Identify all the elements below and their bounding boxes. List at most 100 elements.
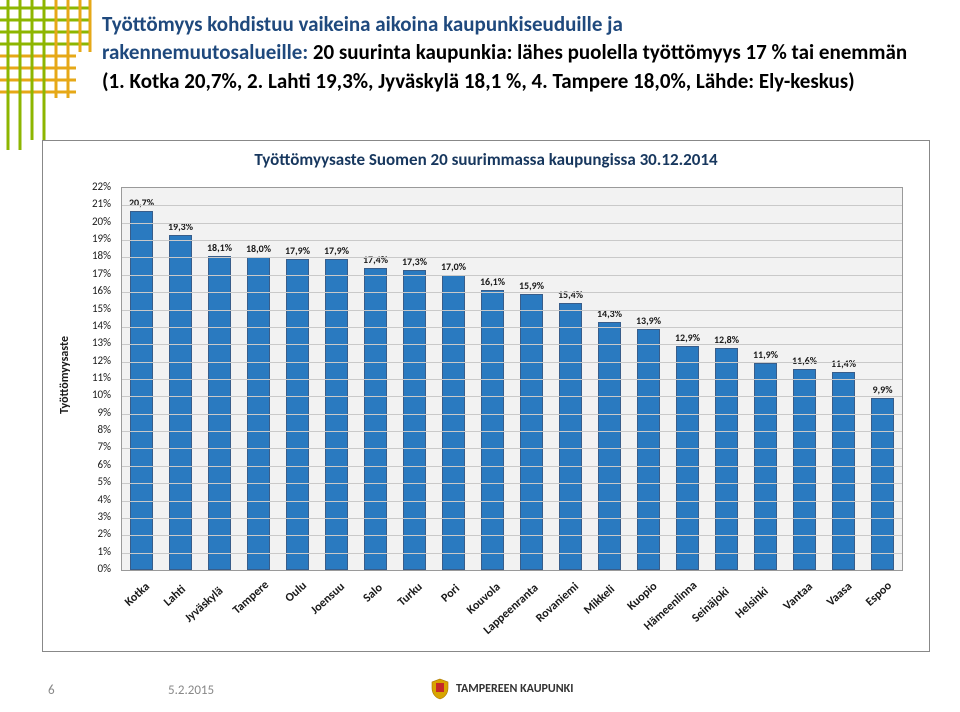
grid-line xyxy=(122,466,902,467)
chart-plot-area: 20,7%19,3%18,1%18,0%17,9%17,9%17,4%17,3%… xyxy=(121,187,903,571)
bar xyxy=(130,211,153,570)
grid-line xyxy=(122,223,902,224)
grid-line xyxy=(122,414,902,415)
y-tick-label: 13% xyxy=(92,336,111,349)
grid-line xyxy=(122,205,902,206)
bar-value-label: 11,9% xyxy=(753,348,778,361)
y-tick-label: 11% xyxy=(92,371,111,384)
footer-date: 5.2.2015 xyxy=(168,683,214,698)
chart-panel: Työttömyysaste Suomen 20 suurimmassa kau… xyxy=(42,140,930,652)
bar-value-label: 20,7% xyxy=(129,196,154,209)
y-tick-label: 5% xyxy=(98,475,111,488)
y-tick-label: 4% xyxy=(98,492,111,505)
x-tick-label: Lahti xyxy=(161,599,170,609)
bar-value-label: 18,1% xyxy=(207,241,232,254)
grid-line xyxy=(122,362,902,363)
footer-brand: TAMPEREEN KAUPUNKI xyxy=(430,678,573,700)
bar-value-label: 9,9% xyxy=(872,383,892,396)
grid-line xyxy=(122,379,902,380)
x-tick-label: Turku xyxy=(395,599,404,609)
chart-title: Työttömyysaste Suomen 20 suurimmassa kau… xyxy=(43,149,929,170)
bar-value-label: 17,0% xyxy=(441,260,466,273)
x-tick-label: Espoo xyxy=(863,599,872,609)
y-tick-label: 21% xyxy=(92,197,111,210)
y-tick-label: 8% xyxy=(98,423,111,436)
y-tick-label: 16% xyxy=(92,284,111,297)
page-number: 6 xyxy=(48,683,55,698)
y-tick-label: 22% xyxy=(92,180,111,193)
bar xyxy=(832,372,855,570)
bar-value-label: 13,9% xyxy=(636,314,661,327)
bar-value-label: 17,9% xyxy=(324,244,349,257)
x-tick-label: Pori xyxy=(438,595,447,605)
grid-line xyxy=(122,240,902,241)
grid-line xyxy=(122,327,902,328)
grid-line xyxy=(122,344,902,345)
bar xyxy=(169,235,192,570)
grid-line xyxy=(122,396,902,397)
x-tick-label: Vantaa xyxy=(780,603,789,613)
x-tick-label: Kouvola xyxy=(464,607,473,617)
page-heading: Työttömyys kohdistuu vaikeina aikoina ka… xyxy=(102,10,922,95)
y-tick-label: 7% xyxy=(98,440,111,453)
y-tick-label: 9% xyxy=(98,406,111,419)
x-tick-label: Lappeenranta xyxy=(481,627,490,637)
x-tick-label: Mikkeli xyxy=(581,607,590,617)
grid-line xyxy=(122,518,902,519)
y-axis-label: Työttömyysaste xyxy=(58,336,72,414)
grid-line xyxy=(122,275,902,276)
y-tick-label: 20% xyxy=(92,215,111,228)
x-tick-label: Hämeenlinna xyxy=(641,623,650,633)
x-tick-label: Helsinki xyxy=(732,611,741,621)
x-tick-label: Jyväskylä xyxy=(182,615,191,625)
x-tick-label: Salo xyxy=(360,595,369,605)
bar-value-label: 17,4% xyxy=(363,253,388,266)
y-tick-label: 18% xyxy=(92,249,111,262)
x-tick-label: Vaasa xyxy=(824,599,833,609)
x-tick-label: Joensuu xyxy=(308,607,317,617)
grid-line xyxy=(122,501,902,502)
grid-line xyxy=(122,292,902,293)
bar-value-label: 16,1% xyxy=(480,275,505,288)
y-tick-label: 14% xyxy=(92,319,111,332)
bar xyxy=(715,348,738,570)
bar-value-label: 11,4% xyxy=(831,357,856,370)
x-tick-label: Kotka xyxy=(122,599,131,609)
x-tick-label: Oulu xyxy=(282,595,291,605)
heading-line1: Työttömyys kohdistuu vaikeina aikoina ka… xyxy=(102,10,922,38)
grid-line xyxy=(122,431,902,432)
grid-line xyxy=(122,310,902,311)
footer-brand-text: TAMPEREEN KAUPUNKI xyxy=(456,682,573,696)
y-tick-label: 3% xyxy=(98,510,111,523)
bar-value-label: 12,9% xyxy=(675,331,700,344)
x-tick-label: Kuopio xyxy=(624,603,633,613)
grid-line xyxy=(122,535,902,536)
y-tick-label: 17% xyxy=(92,267,111,280)
y-tick-label: 1% xyxy=(98,544,111,557)
bar xyxy=(403,270,426,570)
x-tick-label: Rovaniemi xyxy=(533,615,542,625)
y-tick-label: 10% xyxy=(92,388,111,401)
bar xyxy=(559,303,582,570)
page-footer: 6 5.2.2015 TAMPEREEN KAUPUNKI xyxy=(0,670,960,698)
grid-line xyxy=(122,257,902,258)
x-tick-label: Tampere xyxy=(230,607,239,617)
bar-value-label: 17,9% xyxy=(285,244,310,257)
bar-value-label: 11,6% xyxy=(792,354,817,367)
bar-value-label: 18,0% xyxy=(246,242,271,255)
y-tick-label: 19% xyxy=(92,232,111,245)
grid-line xyxy=(122,553,902,554)
bar xyxy=(364,268,387,570)
y-tick-label: 12% xyxy=(92,353,111,366)
heading-line2-key: rakennemuutosalueille: xyxy=(102,39,308,65)
y-tick-label: 15% xyxy=(92,301,111,314)
grid-line xyxy=(122,448,902,449)
bar-value-label: 15,4% xyxy=(558,288,583,301)
grid-line xyxy=(122,483,902,484)
y-tick-label: 0% xyxy=(98,562,111,575)
x-tick-label: Seinäjoki xyxy=(689,615,698,625)
bar-value-label: 15,9% xyxy=(519,279,544,292)
bar xyxy=(793,369,816,570)
y-tick-label: 2% xyxy=(98,527,111,540)
y-tick-label: 6% xyxy=(98,458,111,471)
